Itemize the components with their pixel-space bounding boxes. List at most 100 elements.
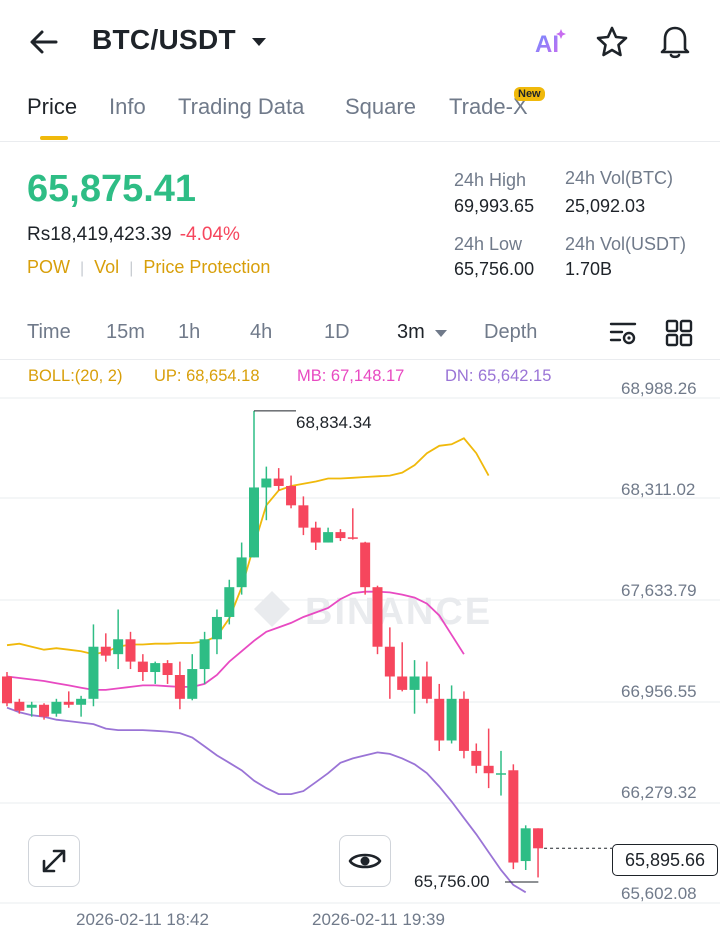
- candle-up: [446, 698, 457, 741]
- expand-icon: [42, 849, 66, 873]
- candle-up: [323, 532, 334, 543]
- candle-down: [434, 698, 445, 741]
- boll-up-line: [6, 437, 490, 656]
- interval-depth[interactable]: Depth: [484, 321, 538, 343]
- interval-selected: 3m: [397, 321, 425, 343]
- tabs-divider: [0, 141, 720, 142]
- interval-1d[interactable]: 1D: [324, 321, 350, 343]
- interval-selector[interactable]: 3m: [397, 321, 448, 344]
- candle-down: [137, 661, 148, 673]
- candle-up: [236, 557, 247, 588]
- interval-15m[interactable]: 15m: [106, 321, 145, 343]
- visibility-button[interactable]: [339, 835, 391, 887]
- price-change: -4.04%: [179, 224, 240, 245]
- candle-down: [384, 646, 395, 677]
- ai-label: AI: [535, 31, 559, 58]
- tab-trading-data[interactable]: Trading Data: [178, 94, 305, 119]
- candle-down: [508, 770, 519, 863]
- boll-dn: DN: 65,642.15: [445, 367, 552, 385]
- pair-name: BTC/USDT: [92, 24, 236, 55]
- candle-down: [471, 750, 482, 766]
- vol-usdt-label: 24h Vol(USDT): [565, 234, 687, 254]
- y-tick: 68,311.02: [621, 480, 696, 499]
- tag-price-protection[interactable]: Price Protection: [143, 257, 271, 277]
- tab-square[interactable]: Square: [345, 94, 416, 119]
- candle-up: [199, 639, 210, 670]
- tag-pow[interactable]: POW: [27, 257, 70, 277]
- candle-down: [372, 587, 383, 647]
- high-value: 69,993.65: [454, 196, 535, 216]
- star-icon: [596, 26, 628, 57]
- eye-icon: [348, 853, 382, 869]
- candle-down: [162, 663, 173, 676]
- candle-down: [298, 505, 309, 528]
- candle-up: [211, 616, 222, 640]
- interval-time[interactable]: Time: [27, 321, 71, 343]
- local-price: Rs18,419,423.39: [27, 224, 172, 245]
- favorite-button[interactable]: [594, 24, 630, 60]
- x-tick: 2026-02-11 18:42: [76, 910, 209, 929]
- tag-row: POW | Vol | Price Protection: [27, 257, 271, 277]
- candle-up: [520, 828, 531, 862]
- candle-down: [273, 478, 284, 486]
- indicator-settings-button[interactable]: [608, 318, 638, 348]
- ai-icon: AI: [535, 29, 566, 58]
- y-tick: 66,956.55: [621, 682, 697, 701]
- candle-down: [347, 537, 358, 539]
- alert-button[interactable]: [657, 22, 693, 60]
- vol-usdt-value: 1.70B: [565, 259, 613, 279]
- candle-down: [125, 639, 136, 662]
- back-arrow-icon: [30, 30, 58, 54]
- chart-settings-icon: [609, 322, 637, 345]
- candle-up: [88, 646, 99, 699]
- boll-name: BOLL:(20, 2): [28, 367, 123, 385]
- interval-divider: [0, 359, 720, 360]
- high-label: 24h High: [454, 170, 527, 190]
- x-tick: 2026-02-11 19:39: [312, 910, 445, 929]
- candle-up: [26, 704, 37, 708]
- low-value: 65,756.00: [454, 259, 535, 279]
- y-tick: 66,279.32: [621, 783, 697, 802]
- candle-down: [458, 698, 469, 751]
- local-price-line: Rs18,419,423.39 -4.04%: [27, 224, 240, 246]
- pair-title[interactable]: BTC/USDT: [92, 24, 268, 56]
- current-price-tag: 65,895.66: [612, 844, 718, 876]
- boll-up: UP: 68,654.18: [154, 367, 260, 385]
- candle-up: [261, 478, 272, 488]
- grid-icon: [665, 319, 693, 347]
- y-tick: 68,988.26: [621, 379, 697, 398]
- watermark-logo-icon: [254, 591, 290, 627]
- candle-down: [310, 527, 321, 543]
- bell-icon: [660, 26, 690, 59]
- layout-grid-button[interactable]: [664, 318, 694, 348]
- back-button[interactable]: [26, 24, 62, 60]
- tab-price[interactable]: Price: [27, 94, 78, 119]
- watermark: BINANCE: [305, 591, 492, 633]
- low-label: 24h Low: [454, 234, 523, 254]
- chevron-down-icon: [252, 37, 267, 46]
- candle-down: [286, 485, 297, 506]
- fullscreen-button[interactable]: [28, 835, 80, 887]
- boll-dn-line: [6, 706, 527, 894]
- candle-up: [187, 669, 198, 699]
- y-tick: 65,602.08: [621, 884, 697, 903]
- candle-down: [533, 828, 544, 849]
- candle-down: [483, 765, 494, 774]
- low-annotation: 65,756.00: [414, 872, 490, 892]
- candle-down: [2, 676, 12, 704]
- ai-button[interactable]: AI: [533, 24, 569, 60]
- boll-mb-line: [6, 590, 465, 691]
- boll-mb: MB: 67,148.17: [297, 367, 405, 385]
- candlestick-chart[interactable]: BINANCE: [0, 390, 720, 910]
- candle-up: [409, 676, 420, 690]
- last-price: 65,875.41: [27, 168, 197, 210]
- candle-up: [150, 663, 161, 673]
- interval-4h[interactable]: 4h: [250, 321, 273, 343]
- candle-down: [63, 701, 74, 705]
- interval-1h[interactable]: 1h: [178, 321, 201, 343]
- y-tick: 67,633.79: [621, 581, 697, 600]
- tag-vol[interactable]: Vol: [94, 257, 120, 277]
- tab-info[interactable]: Info: [109, 94, 146, 119]
- candle-up: [113, 639, 124, 655]
- candle-down: [174, 675, 185, 699]
